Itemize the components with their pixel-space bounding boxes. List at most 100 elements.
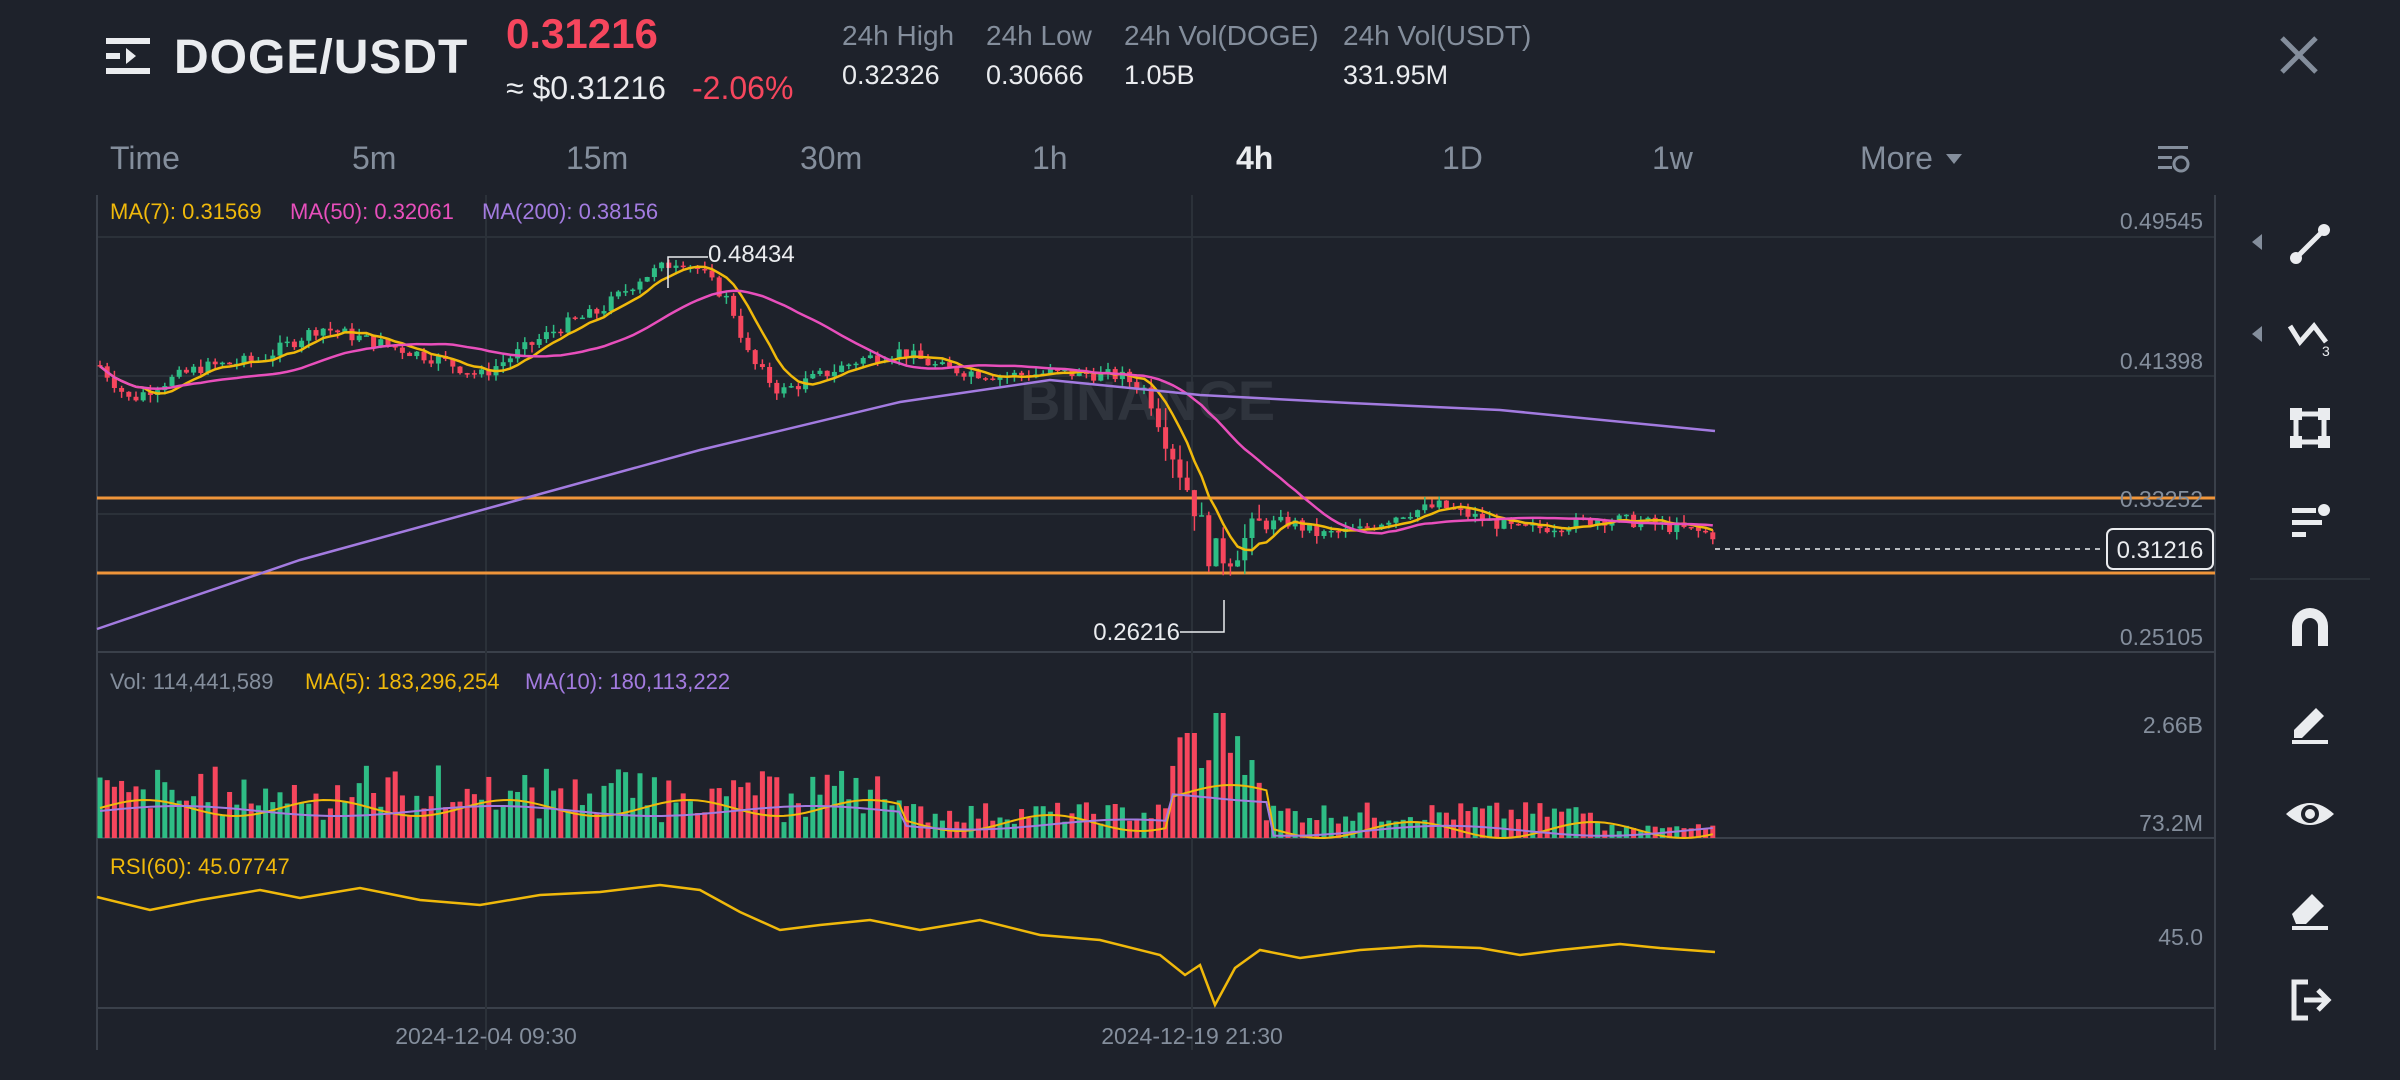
volume-bar — [299, 802, 305, 838]
eye-icon[interactable] — [2280, 784, 2340, 844]
candle — [1703, 530, 1709, 533]
candle — [738, 315, 744, 338]
candle — [515, 349, 521, 359]
volume-bar — [1587, 812, 1593, 838]
close-icon[interactable] — [2270, 26, 2328, 84]
candle — [471, 373, 477, 375]
volume-bar — [363, 765, 369, 838]
candle — [1472, 513, 1478, 517]
pair-title[interactable]: DOGE/USDT — [174, 31, 469, 84]
magnet-icon[interactable] — [2280, 598, 2340, 658]
candle — [277, 342, 283, 356]
candle — [601, 311, 607, 314]
volume-bar — [1155, 804, 1161, 838]
candle — [536, 339, 542, 345]
tab-5m[interactable]: 5m — [352, 140, 397, 176]
tab-1d[interactable]: 1D — [1442, 140, 1483, 176]
volume-bar — [1616, 831, 1622, 838]
candle — [1566, 528, 1572, 532]
volume-bar — [983, 803, 989, 838]
volume-bar — [1321, 805, 1327, 838]
volume-bar — [1415, 822, 1421, 838]
price-axis-label: 0.33252 — [2120, 486, 2203, 512]
volume-bar — [1184, 733, 1190, 838]
exit-icon[interactable] — [2280, 970, 2340, 1030]
fib-icon[interactable]: 3 — [2280, 306, 2340, 366]
pencil-icon[interactable] — [2280, 690, 2340, 750]
candle — [759, 364, 765, 367]
volume-bar — [1026, 817, 1032, 838]
ma-legend-2: MA(200): 0.38156 — [482, 199, 658, 224]
tab-1w[interactable]: 1w — [1652, 140, 1693, 176]
volume-bar — [385, 777, 391, 838]
volume-bar — [1580, 813, 1586, 838]
volume-bar — [723, 796, 729, 838]
volume-bar — [169, 789, 175, 838]
candle — [903, 349, 909, 359]
tab-more[interactable]: More — [1860, 140, 1933, 176]
volume-bar — [1350, 820, 1356, 838]
volume-bar — [795, 803, 801, 838]
caret-down-icon[interactable] — [1944, 152, 1964, 166]
tab-1h[interactable]: 1h — [1032, 140, 1068, 176]
volume-bar — [637, 773, 643, 838]
menu-icon[interactable] — [104, 34, 154, 78]
volume-bar — [659, 822, 665, 838]
candle — [1393, 517, 1399, 523]
tab-time[interactable]: Time — [110, 140, 180, 176]
volume-bar — [1055, 802, 1061, 838]
price-axis-label: 0.25105 — [2120, 624, 2203, 650]
candle — [1587, 518, 1593, 526]
candle — [932, 364, 938, 366]
volume-bar — [133, 786, 139, 838]
volume-bar — [1177, 737, 1183, 838]
stat-vol-usdt-label: 24h Vol(USDT) — [1343, 20, 1532, 51]
candle — [1148, 387, 1154, 409]
candle — [1357, 526, 1363, 529]
trend-line-icon[interactable] — [2280, 214, 2340, 274]
volume-bar — [889, 805, 895, 838]
tab-4h[interactable]: 4h — [1236, 140, 1274, 176]
volume-bar — [1199, 768, 1205, 838]
candle — [1091, 374, 1097, 381]
chart-settings-icon[interactable] — [2156, 142, 2192, 178]
candle — [1307, 524, 1313, 531]
volume-bar — [1011, 823, 1017, 838]
candle — [248, 355, 254, 361]
candle — [1667, 522, 1673, 533]
tab-15m[interactable]: 15m — [566, 140, 629, 176]
candle — [522, 342, 528, 350]
volume-bar — [1091, 813, 1097, 838]
volume-bar — [507, 790, 513, 838]
volume-bar — [284, 803, 290, 838]
volume-bar — [515, 791, 521, 838]
candle — [335, 330, 341, 333]
candle — [1415, 510, 1421, 518]
vol-axis-label: 2.66B — [2143, 712, 2203, 738]
position-icon[interactable] — [2280, 492, 2340, 552]
volume-bar — [839, 770, 845, 838]
candle — [435, 356, 441, 364]
volume-bar — [1523, 802, 1529, 838]
candle — [140, 392, 146, 401]
candle — [183, 369, 189, 373]
eraser-icon[interactable] — [2280, 876, 2340, 936]
candle — [1076, 370, 1082, 377]
candle — [918, 350, 924, 359]
price-chart[interactable]: BINANCE 0.31216 0.48434 0.26216 0.49545 0.41… — [0, 190, 2220, 1060]
volume-bar — [817, 794, 823, 838]
vol-legend-2: MA(10): 180,113,222 — [525, 669, 730, 694]
tab-30m[interactable]: 30m — [800, 140, 863, 176]
time-axis-label: 2024-12-04 09:30 — [395, 1023, 577, 1049]
rectangle-icon[interactable] — [2280, 398, 2340, 458]
volume-bar — [457, 801, 463, 838]
volume-bar — [1033, 806, 1039, 838]
candle — [1443, 500, 1449, 509]
volume-bar — [356, 783, 362, 838]
ma200-line — [96, 378, 1716, 631]
high-marker-label: 0.48434 — [708, 241, 795, 268]
volume-bar — [435, 765, 441, 838]
volume-bar — [1271, 805, 1277, 838]
volume-bar — [140, 789, 146, 838]
volume-bar — [493, 809, 499, 838]
